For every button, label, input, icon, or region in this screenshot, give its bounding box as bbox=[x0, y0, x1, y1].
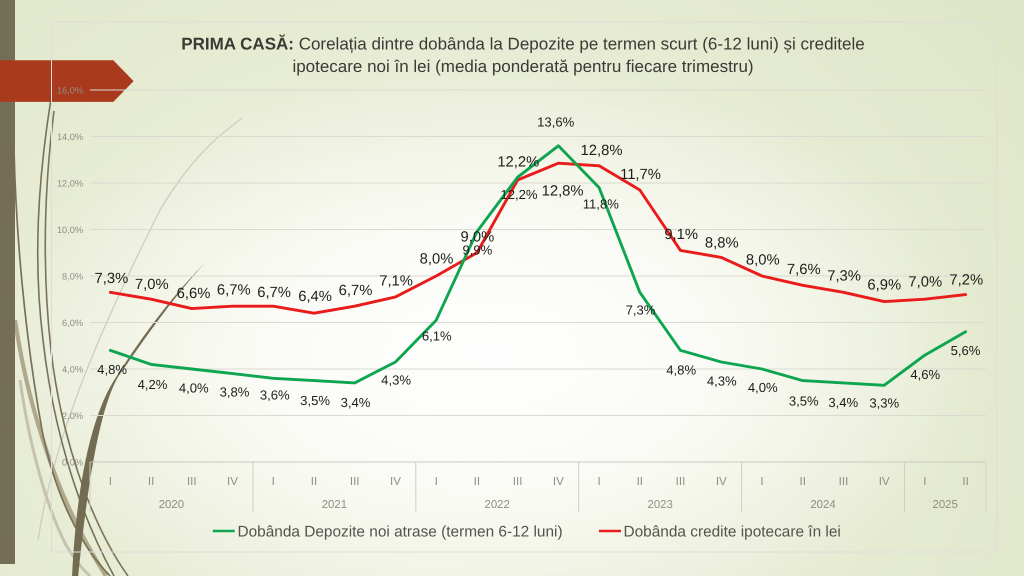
svg-text:2023: 2023 bbox=[648, 499, 673, 511]
svg-text:4,8%: 4,8% bbox=[666, 363, 696, 378]
svg-text:13,6%: 13,6% bbox=[537, 114, 574, 129]
svg-text:I: I bbox=[272, 475, 275, 488]
svg-text:I: I bbox=[597, 475, 600, 488]
svg-text:III: III bbox=[350, 475, 360, 488]
svg-text:2022: 2022 bbox=[485, 499, 510, 511]
svg-text:0,0%: 0,0% bbox=[62, 457, 83, 467]
svg-text:4,3%: 4,3% bbox=[381, 372, 411, 387]
svg-text:4,0%: 4,0% bbox=[179, 381, 209, 396]
svg-text:7,0%: 7,0% bbox=[135, 277, 169, 293]
svg-text:Dobânda Depozite noi atrase (t: Dobânda Depozite noi atrase (termen 6-12… bbox=[238, 523, 563, 540]
svg-text:III: III bbox=[187, 475, 197, 488]
svg-text:9,1%: 9,1% bbox=[664, 227, 698, 243]
svg-text:12,2%: 12,2% bbox=[497, 154, 539, 170]
svg-text:II: II bbox=[474, 475, 480, 488]
svg-text:16,0%: 16,0% bbox=[57, 85, 83, 95]
svg-text:II: II bbox=[962, 475, 968, 488]
svg-text:III: III bbox=[676, 475, 686, 488]
svg-text:IV: IV bbox=[879, 475, 890, 488]
svg-text:3,8%: 3,8% bbox=[220, 384, 250, 399]
svg-text:3,5%: 3,5% bbox=[789, 393, 819, 408]
svg-text:10,0%: 10,0% bbox=[57, 225, 83, 235]
svg-text:6,4%: 6,4% bbox=[298, 289, 332, 305]
svg-text:14,0%: 14,0% bbox=[57, 132, 83, 142]
svg-text:II: II bbox=[799, 475, 805, 488]
svg-text:8,0%: 8,0% bbox=[62, 271, 83, 281]
svg-text:8,0%: 8,0% bbox=[746, 253, 780, 269]
svg-text:6,7%: 6,7% bbox=[257, 285, 291, 301]
svg-text:4,0%: 4,0% bbox=[62, 364, 83, 374]
svg-text:I: I bbox=[109, 475, 112, 488]
svg-text:4,8%: 4,8% bbox=[97, 362, 127, 377]
svg-text:7,6%: 7,6% bbox=[787, 262, 821, 278]
svg-text:II: II bbox=[148, 475, 154, 488]
svg-text:6,7%: 6,7% bbox=[217, 282, 251, 298]
svg-text:III: III bbox=[513, 475, 523, 488]
svg-text:6,1%: 6,1% bbox=[422, 328, 452, 343]
svg-text:7,3%: 7,3% bbox=[626, 302, 656, 317]
svg-text:3,4%: 3,4% bbox=[341, 395, 371, 410]
svg-text:ipotecare noi în lei (media po: ipotecare noi în lei (media ponderată pe… bbox=[292, 57, 753, 76]
svg-text:8,8%: 8,8% bbox=[705, 236, 739, 252]
svg-text:IV: IV bbox=[553, 475, 564, 488]
svg-text:11,7%: 11,7% bbox=[620, 167, 661, 183]
svg-text:I: I bbox=[435, 475, 438, 488]
svg-text:12,0%: 12,0% bbox=[57, 178, 83, 188]
svg-text:7,3%: 7,3% bbox=[95, 271, 129, 287]
svg-text:PRIMA CASĂ: Corelația dintre d: PRIMA CASĂ: Corelația dintre dobânda la … bbox=[181, 33, 864, 53]
svg-text:3,4%: 3,4% bbox=[828, 395, 858, 410]
svg-text:3,6%: 3,6% bbox=[260, 388, 290, 403]
svg-text:I: I bbox=[923, 475, 926, 488]
svg-text:6,7%: 6,7% bbox=[339, 283, 373, 299]
svg-text:IV: IV bbox=[390, 475, 401, 488]
svg-text:12,8%: 12,8% bbox=[542, 183, 584, 199]
svg-text:7,0%: 7,0% bbox=[908, 275, 942, 291]
svg-text:11,8%: 11,8% bbox=[583, 197, 620, 212]
svg-text:12,2%: 12,2% bbox=[500, 187, 537, 202]
svg-text:2021: 2021 bbox=[322, 499, 347, 511]
svg-text:4,3%: 4,3% bbox=[707, 374, 737, 389]
svg-text:4,6%: 4,6% bbox=[910, 367, 940, 382]
svg-text:IV: IV bbox=[227, 475, 238, 488]
svg-text:6,6%: 6,6% bbox=[177, 286, 211, 302]
svg-text:2,0%: 2,0% bbox=[62, 411, 83, 421]
svg-text:4,0%: 4,0% bbox=[748, 380, 778, 395]
svg-text:4,2%: 4,2% bbox=[138, 377, 168, 392]
svg-text:I: I bbox=[760, 475, 763, 488]
svg-text:IV: IV bbox=[716, 475, 727, 488]
svg-text:5,6%: 5,6% bbox=[951, 343, 981, 358]
svg-text:9,9%: 9,9% bbox=[462, 242, 492, 257]
svg-text:3,3%: 3,3% bbox=[869, 396, 899, 411]
svg-text:Dobânda credite ipotecare în l: Dobânda credite ipotecare în lei bbox=[624, 523, 841, 540]
svg-text:7,2%: 7,2% bbox=[949, 272, 983, 288]
svg-text:III: III bbox=[839, 475, 849, 488]
svg-text:7,1%: 7,1% bbox=[379, 274, 413, 290]
svg-text:12,8%: 12,8% bbox=[581, 143, 623, 159]
svg-text:9,0%: 9,0% bbox=[461, 230, 495, 246]
svg-text:2024: 2024 bbox=[810, 499, 835, 511]
svg-text:6,0%: 6,0% bbox=[62, 318, 83, 328]
svg-text:2020: 2020 bbox=[159, 499, 184, 511]
svg-text:8,0%: 8,0% bbox=[420, 251, 454, 267]
svg-text:2025: 2025 bbox=[933, 499, 958, 511]
svg-text:6,9%: 6,9% bbox=[867, 278, 901, 294]
svg-text:7,3%: 7,3% bbox=[827, 268, 861, 284]
svg-text:II: II bbox=[637, 475, 643, 488]
svg-text:II: II bbox=[311, 475, 317, 488]
svg-text:3,5%: 3,5% bbox=[300, 393, 330, 408]
